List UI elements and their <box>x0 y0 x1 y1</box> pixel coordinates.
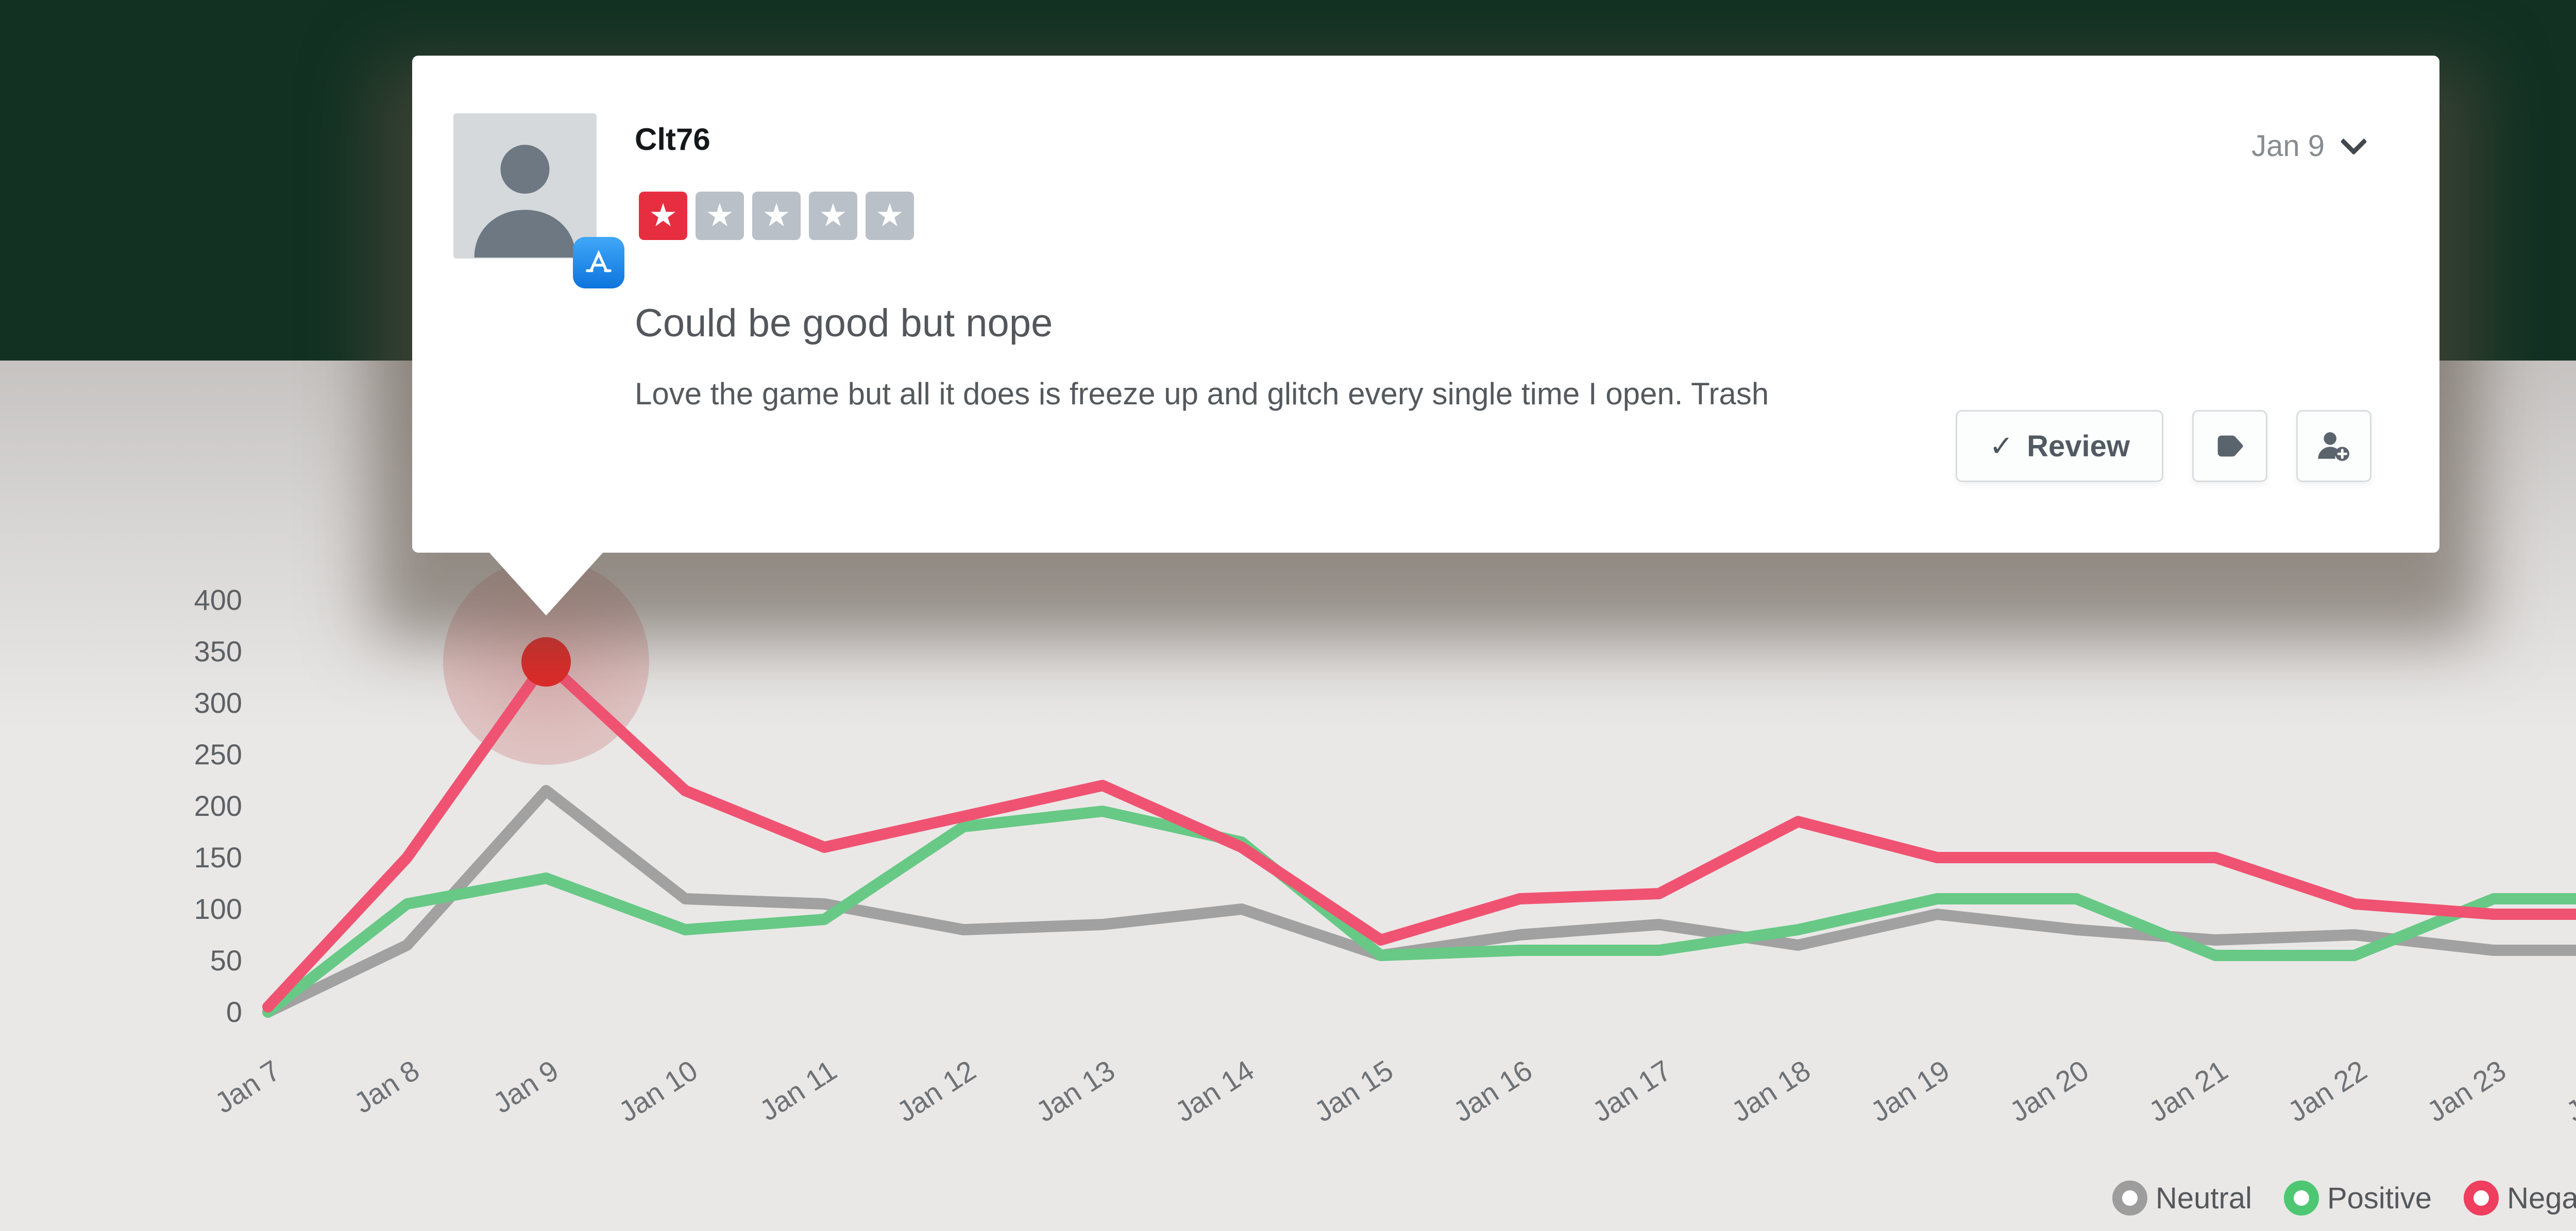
y-tick-label: 300 <box>194 687 242 719</box>
legend-label: Neutral <box>2156 1181 2252 1215</box>
star-icon: ★ <box>866 192 914 240</box>
y-tick-label: 100 <box>194 893 242 925</box>
legend-label: Negative <box>2507 1181 2576 1215</box>
legend-ring-icon <box>2283 1181 2319 1216</box>
y-tick-label: 0 <box>226 996 242 1028</box>
tag-button[interactable] <box>2192 410 2267 482</box>
review-date: Jan 9 <box>2251 129 2325 163</box>
series-line-negative <box>262 656 2576 1013</box>
legend-ring-icon <box>2464 1181 2499 1216</box>
check-icon: ✓ <box>1989 430 2014 462</box>
y-tick-label: 150 <box>194 841 242 874</box>
tag-icon <box>2217 435 2243 457</box>
review-title: Could be good but nope <box>635 301 1053 345</box>
series-line-neutral <box>262 785 2576 1018</box>
review-body: Love the game but all it does is freeze … <box>635 377 1769 411</box>
review-actions: ✓ Review <box>1956 410 2371 482</box>
person-add-icon <box>2318 432 2350 461</box>
review-button[interactable]: ✓ Review <box>1956 410 2163 482</box>
star-icon: ★ <box>696 192 744 240</box>
highlighted-data-point[interactable] <box>521 637 571 687</box>
review-button-label: Review <box>2027 429 2130 463</box>
review-date-dropdown[interactable]: Jan 9 <box>2251 128 2367 163</box>
reviewer-username: Clt76 <box>635 122 710 157</box>
app-store-icon <box>573 237 624 288</box>
chevron-down-icon <box>2340 128 2367 156</box>
review-tooltip-card: Clt76 Jan 9 ★ ★ ★ ★ ★ Could be good but nope… <box>412 56 2439 553</box>
assign-user-button[interactable] <box>2296 410 2371 482</box>
star-icon: ★ <box>809 192 857 240</box>
legend-label: Positive <box>2327 1181 2432 1215</box>
star-rating: ★ ★ ★ ★ ★ <box>639 192 914 240</box>
y-tick-label: 200 <box>194 790 242 822</box>
y-tick-label: 350 <box>194 635 242 668</box>
legend-item-neutral[interactable]: Neutral <box>2112 1181 2252 1216</box>
star-icon: ★ <box>752 192 801 240</box>
y-tick-label: 400 <box>194 584 242 616</box>
legend-item-negative[interactable]: Negative <box>2464 1181 2576 1216</box>
person-silhouette-icon <box>474 145 576 258</box>
avatar <box>453 113 597 259</box>
chart-legend: Neutral Positive Negative <box>2112 1181 2576 1216</box>
y-tick-label: 250 <box>194 738 242 771</box>
legend-item-positive[interactable]: Positive <box>2283 1181 2432 1216</box>
series-line-positive <box>262 806 2576 1018</box>
y-tick-label: 50 <box>210 944 242 977</box>
legend-ring-icon <box>2112 1181 2147 1216</box>
tooltip-pointer <box>488 552 604 616</box>
star-icon: ★ <box>639 192 687 240</box>
